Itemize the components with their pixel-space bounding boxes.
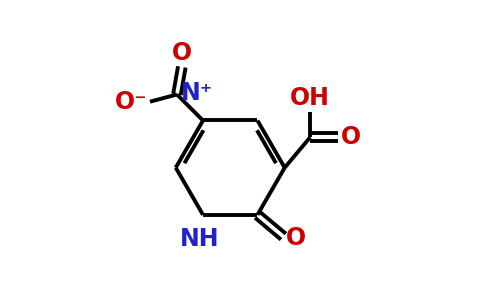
Text: O: O <box>286 226 306 250</box>
Text: O: O <box>172 40 192 64</box>
Text: OH: OH <box>290 86 330 110</box>
Text: N⁺: N⁺ <box>181 81 213 105</box>
Text: O: O <box>341 125 361 149</box>
Text: NH: NH <box>181 227 220 251</box>
Text: O⁻: O⁻ <box>115 90 148 114</box>
